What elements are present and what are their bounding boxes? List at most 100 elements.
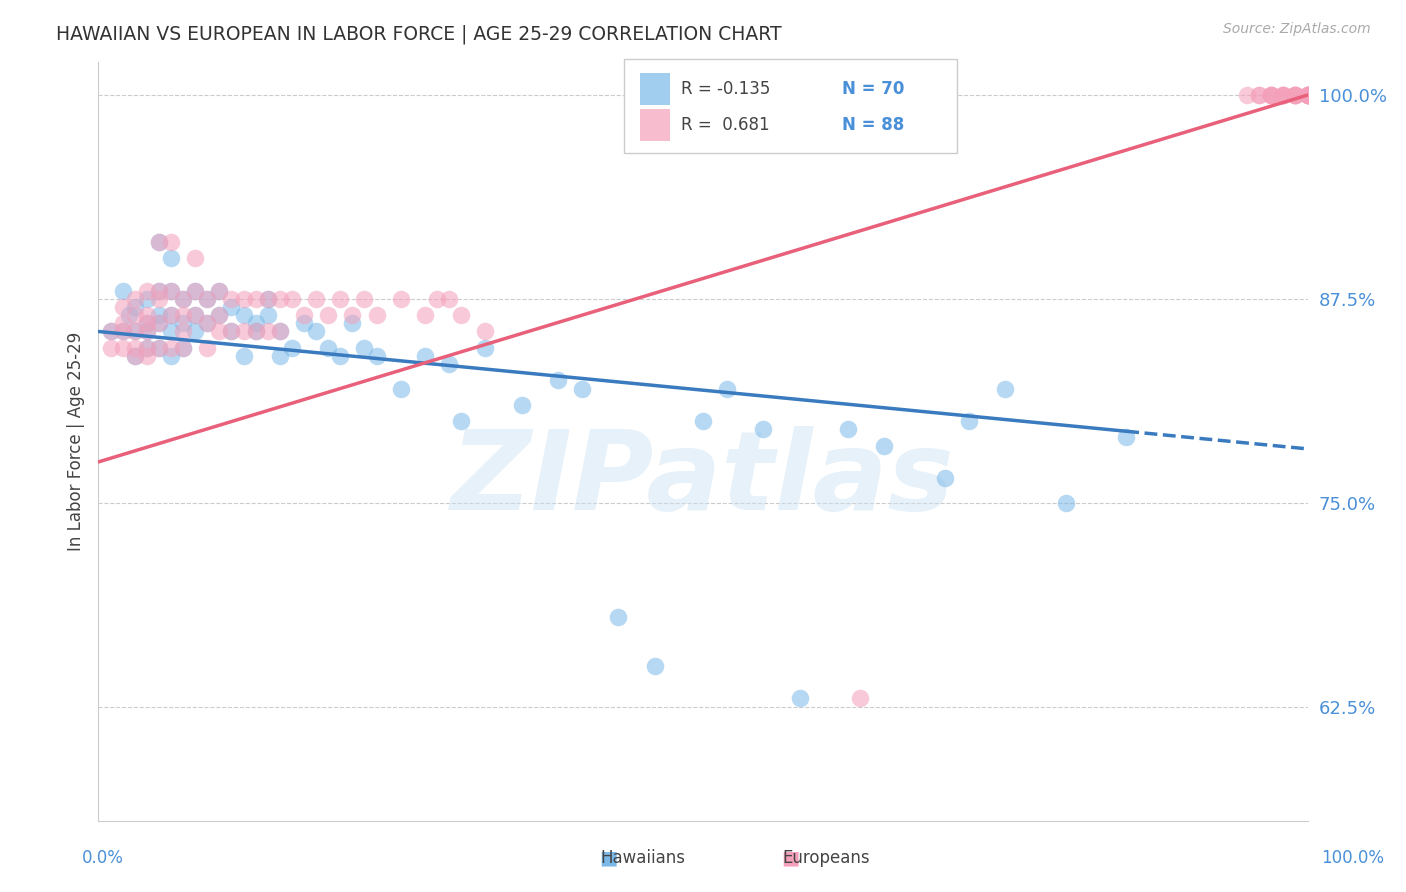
Point xyxy=(245,325,267,339)
Point xyxy=(256,292,278,306)
Point xyxy=(1054,496,1077,510)
Point xyxy=(437,357,460,371)
Point xyxy=(124,325,146,339)
Point xyxy=(184,284,207,298)
Y-axis label: In Labor Force | Age 25-29: In Labor Force | Age 25-29 xyxy=(66,332,84,551)
Point xyxy=(1296,88,1319,103)
Point xyxy=(148,284,170,298)
Point xyxy=(148,308,170,322)
Point xyxy=(450,414,472,428)
Point xyxy=(245,325,267,339)
Point xyxy=(135,325,157,339)
Point xyxy=(1284,88,1306,103)
Point xyxy=(135,292,157,306)
Point xyxy=(450,308,472,322)
Text: N = 70: N = 70 xyxy=(842,80,904,98)
Point xyxy=(245,292,267,306)
Point xyxy=(208,308,231,322)
Point xyxy=(232,308,254,322)
Point xyxy=(184,325,207,339)
Point xyxy=(221,300,243,314)
Point xyxy=(571,382,593,396)
Point xyxy=(148,292,170,306)
Text: ■: ■ xyxy=(599,848,617,868)
Point xyxy=(837,422,859,436)
Point xyxy=(1296,88,1319,103)
Point xyxy=(195,316,218,330)
Point xyxy=(160,251,183,265)
Point xyxy=(607,610,630,624)
Point xyxy=(111,316,134,330)
Point xyxy=(1272,88,1295,103)
Point xyxy=(221,325,243,339)
Point xyxy=(269,349,291,363)
Point xyxy=(111,325,134,339)
Point xyxy=(135,316,157,330)
Point xyxy=(160,341,183,355)
Point xyxy=(474,325,496,339)
Point xyxy=(100,341,122,355)
Point xyxy=(256,325,278,339)
Text: ZIPatlas: ZIPatlas xyxy=(451,426,955,533)
Text: N = 88: N = 88 xyxy=(842,116,904,134)
Point xyxy=(148,341,170,355)
Point xyxy=(135,349,157,363)
Point xyxy=(934,471,956,485)
Point xyxy=(111,300,134,314)
Point xyxy=(148,341,170,355)
Point xyxy=(292,308,315,322)
Point xyxy=(1260,88,1282,103)
Point xyxy=(281,292,304,306)
Point xyxy=(994,382,1017,396)
Point xyxy=(111,341,134,355)
Point xyxy=(184,251,207,265)
Point xyxy=(256,308,278,322)
Point xyxy=(269,325,291,339)
Point xyxy=(135,325,157,339)
Point xyxy=(1249,88,1271,103)
Point xyxy=(160,235,183,249)
Point xyxy=(124,341,146,355)
Point xyxy=(135,341,157,355)
Point xyxy=(184,284,207,298)
Point xyxy=(1115,430,1137,444)
Point xyxy=(208,308,231,322)
Point xyxy=(135,284,157,298)
Point xyxy=(849,691,872,706)
Point xyxy=(644,658,666,673)
Point xyxy=(111,284,134,298)
Point xyxy=(353,341,375,355)
Point xyxy=(160,284,183,298)
Text: R =  0.681: R = 0.681 xyxy=(682,116,770,134)
Point xyxy=(547,373,569,387)
Point xyxy=(957,414,980,428)
Point xyxy=(135,316,157,330)
Point xyxy=(124,308,146,322)
Point xyxy=(195,341,218,355)
Point xyxy=(1272,88,1295,103)
Point xyxy=(124,349,146,363)
Point xyxy=(269,292,291,306)
Point xyxy=(1284,88,1306,103)
Text: 0.0%: 0.0% xyxy=(82,849,124,867)
Text: ■: ■ xyxy=(782,848,800,868)
Point xyxy=(172,292,194,306)
Point xyxy=(160,308,183,322)
Point xyxy=(221,292,243,306)
Point xyxy=(160,308,183,322)
Point xyxy=(221,325,243,339)
Point xyxy=(474,341,496,355)
Point xyxy=(1284,88,1306,103)
Point xyxy=(413,349,436,363)
Point xyxy=(692,414,714,428)
Point xyxy=(752,422,775,436)
Point xyxy=(124,349,146,363)
Point xyxy=(1296,88,1319,103)
Point xyxy=(208,284,231,298)
Point xyxy=(329,349,352,363)
Point xyxy=(342,308,364,322)
Point xyxy=(195,292,218,306)
Point xyxy=(135,308,157,322)
Point xyxy=(184,308,207,322)
Point xyxy=(873,439,896,453)
